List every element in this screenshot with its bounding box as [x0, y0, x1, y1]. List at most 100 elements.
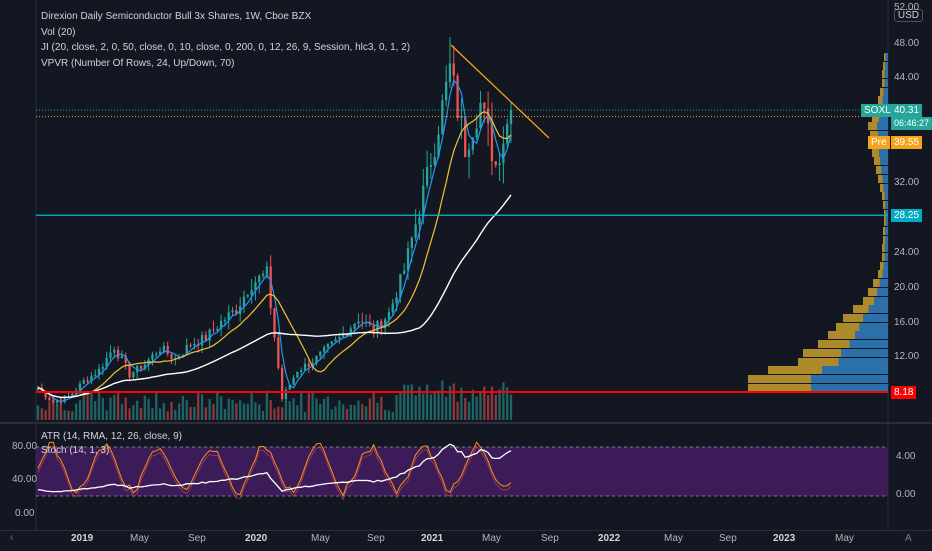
volume-bar — [250, 391, 253, 420]
volume-bar — [82, 392, 85, 420]
legend-ji[interactable]: JI (20, close, 2, 0, 50, close, 0, 10, c… — [41, 42, 411, 53]
candle-body — [208, 329, 211, 341]
candle-body — [422, 185, 425, 218]
volume-bar — [170, 401, 173, 420]
time-tick: May — [130, 533, 149, 544]
volume-bar — [471, 389, 474, 420]
volume-bar — [269, 400, 272, 420]
osc-left-tick: 80.00 — [12, 441, 38, 452]
volume-bar — [120, 403, 124, 420]
vpvr-up-bar — [885, 210, 888, 218]
vpvr-up-bar — [884, 70, 888, 78]
volume-bar — [288, 401, 291, 420]
volume-bar — [128, 408, 131, 420]
candle-body — [475, 128, 478, 138]
candle-body — [216, 328, 219, 331]
currency-button[interactable]: USD — [893, 9, 923, 22]
volume-bar — [502, 382, 505, 420]
price-tick: 20.00 — [894, 282, 920, 293]
vpvr-down-bar — [880, 184, 884, 192]
candle-body — [124, 355, 127, 363]
volume-bar — [433, 392, 436, 420]
vpvr-down-bar — [880, 88, 884, 96]
candle-body — [128, 362, 131, 378]
volume-bar — [44, 410, 47, 420]
time-axis[interactable] — [0, 530, 932, 551]
volume-bar — [40, 408, 43, 420]
volume-bar — [63, 410, 66, 420]
legend-title[interactable]: Direxion Daily Semiconductor Bull 3x Sha… — [41, 11, 312, 22]
symbol-tag: SOXL — [861, 104, 894, 117]
volume-bar — [52, 395, 55, 420]
time-tick: May — [311, 533, 330, 544]
volume-bar — [311, 391, 314, 420]
legend-volume[interactable]: Vol (20) — [41, 26, 76, 38]
price-tick: 52.00 — [894, 2, 920, 13]
candle-body — [200, 334, 204, 346]
vpvr-up-bar — [879, 114, 888, 122]
legend-vpvr[interactable]: VPVR (Number Of Rows, 24, Up/Down, 70) — [41, 57, 235, 69]
volume-bar — [383, 409, 387, 420]
vpvr-down-bar — [883, 62, 886, 70]
candle-body — [361, 321, 364, 323]
vpvr-down-bar — [883, 201, 886, 209]
price-tick: 16.00 — [894, 317, 920, 328]
volume-bar — [200, 394, 204, 420]
candle-body — [155, 354, 158, 356]
candle-body — [406, 248, 410, 271]
volume-bar — [452, 383, 455, 420]
candle-body — [231, 310, 234, 313]
volume-bar — [223, 409, 227, 420]
osc-right-tick: 4.00 — [896, 451, 916, 462]
volume-bar — [265, 390, 269, 420]
candle-body — [322, 347, 326, 352]
vpvr-down-bar — [882, 253, 885, 261]
volume-bar — [59, 397, 63, 420]
vpvr-up-bar — [878, 131, 888, 139]
candle-body — [235, 310, 238, 315]
volume-bar — [464, 397, 467, 420]
candle-body — [372, 324, 375, 334]
volume-bar — [181, 395, 185, 420]
time-tick: Sep — [367, 533, 385, 544]
candle-body — [319, 351, 322, 356]
time-tick: 2023 — [773, 533, 796, 544]
volume-bar — [280, 407, 284, 420]
vpvr-down-bar — [818, 340, 850, 348]
volume-bar — [414, 395, 417, 420]
candle-body — [71, 393, 74, 397]
chart-legend: Direxion Daily Semiconductor Bull 3x Sha… — [41, 9, 410, 71]
support-price-tag: 28.25 — [891, 209, 923, 222]
volume-bar — [261, 410, 265, 420]
candle-body — [52, 400, 55, 403]
volume-bar — [361, 404, 364, 420]
vpvr-up-bar — [883, 262, 888, 270]
vpvr-down-bar — [872, 149, 880, 157]
volume-bar — [235, 403, 238, 420]
osc-left-tick: 0.00 — [15, 508, 35, 519]
auto-scale-button[interactable]: A — [905, 533, 912, 544]
vpvr-up-bar — [885, 53, 888, 61]
vpvr-down-bar — [853, 305, 869, 313]
volume-bar — [208, 399, 211, 420]
candle-body — [467, 149, 471, 157]
legend-atr[interactable]: ATR (14, RMA, 12, 26, close, 9) — [41, 431, 182, 442]
candle-body — [502, 143, 505, 164]
legend-stoch[interactable]: Stoch (14, 1, 3) — [41, 445, 110, 456]
level-lines — [36, 44, 888, 393]
scroll-left-icon[interactable]: ‹ — [10, 532, 14, 543]
vpvr-down-bar — [882, 79, 885, 87]
candle-body — [193, 343, 196, 346]
candle-body — [448, 63, 452, 82]
volume-bar — [78, 400, 82, 420]
vpvr-down-bar — [878, 175, 883, 183]
volume-bar — [113, 394, 116, 420]
volume-bar — [330, 409, 333, 420]
candle-body — [464, 116, 467, 157]
volume-bar — [357, 400, 360, 420]
candle-body — [269, 266, 272, 309]
candle-body — [471, 137, 474, 150]
candle-body — [498, 163, 501, 166]
vpvr-down-bar — [882, 244, 885, 252]
